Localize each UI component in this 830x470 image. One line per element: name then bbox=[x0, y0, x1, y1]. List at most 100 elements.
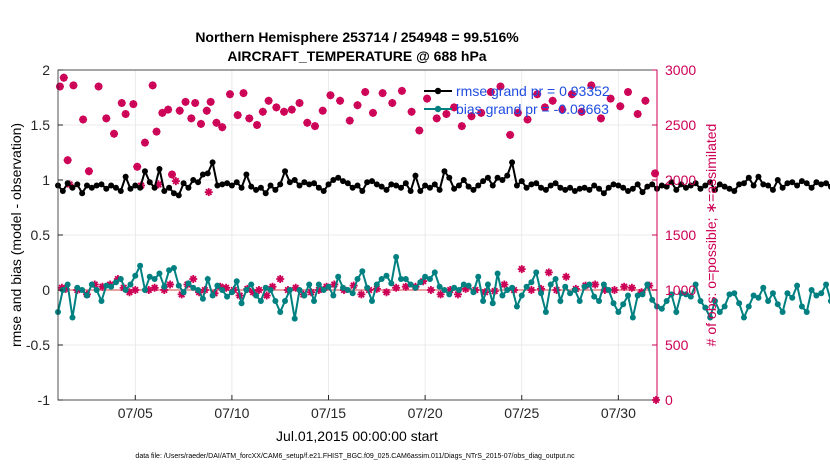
obs-assimilated-point bbox=[392, 283, 401, 292]
rmse-point bbox=[547, 182, 554, 189]
rmse-point bbox=[320, 188, 327, 194]
rmse-point bbox=[228, 182, 235, 189]
bias-point bbox=[151, 276, 158, 282]
obs-assimilated-point bbox=[272, 103, 281, 112]
bias-point bbox=[557, 298, 564, 304]
obs-assimilated-point bbox=[131, 286, 140, 294]
obs-assimilated-point bbox=[310, 122, 319, 131]
rmse-point bbox=[83, 182, 90, 189]
bias-point bbox=[798, 303, 805, 310]
obs-assimilated-point bbox=[59, 73, 68, 82]
obs-assimilated-point bbox=[164, 105, 173, 114]
bias-point bbox=[678, 290, 685, 297]
data-file-footer: data file: /Users/raeder/DAI/ATM_forcXX/… bbox=[135, 453, 575, 460]
bias-point bbox=[750, 292, 757, 299]
obs-assimilated-point bbox=[382, 288, 391, 297]
bias-point bbox=[451, 284, 458, 291]
obs-assimilated-point bbox=[129, 100, 138, 109]
rmse-point bbox=[760, 181, 767, 188]
rmse-point bbox=[499, 177, 506, 183]
rmse-point bbox=[658, 182, 665, 189]
obs-assimilated-point bbox=[527, 286, 536, 294]
rmse-point bbox=[209, 159, 216, 166]
rmse-point bbox=[591, 182, 598, 189]
rmse-point bbox=[663, 183, 670, 190]
bias-point bbox=[296, 287, 303, 293]
rmse-point bbox=[451, 185, 458, 192]
grid-lines bbox=[58, 69, 657, 401]
rmse-point bbox=[98, 181, 105, 188]
bias-point bbox=[426, 276, 433, 282]
rmse-point bbox=[707, 179, 714, 186]
obs-assimilated-point bbox=[249, 288, 258, 297]
bias-point bbox=[431, 269, 438, 276]
bias-point bbox=[480, 298, 487, 304]
rmse-point bbox=[509, 159, 516, 166]
rmse-point bbox=[170, 190, 177, 197]
rmse-point bbox=[132, 182, 139, 189]
obs-assimilated-point bbox=[600, 286, 609, 294]
bias-point bbox=[649, 296, 656, 303]
rmse-point bbox=[69, 184, 76, 191]
bias-point bbox=[813, 292, 820, 299]
rmse-point bbox=[480, 178, 487, 185]
bias-point bbox=[156, 270, 163, 277]
rmse-point bbox=[282, 168, 289, 175]
rmse-point bbox=[678, 181, 685, 188]
bias-point bbox=[533, 269, 540, 276]
rmse-point bbox=[354, 182, 361, 189]
rmse-point bbox=[161, 188, 168, 194]
rmse-point bbox=[112, 184, 119, 191]
rmse-point bbox=[794, 182, 801, 189]
bias-point bbox=[789, 294, 796, 301]
obs-assimilated-point bbox=[407, 107, 416, 116]
bias-point bbox=[823, 281, 830, 288]
bias-point bbox=[74, 284, 81, 291]
rmse-point bbox=[494, 174, 501, 181]
obs-assimilated-point bbox=[624, 88, 633, 96]
bias-point bbox=[663, 298, 670, 304]
rmse-point bbox=[644, 183, 651, 190]
obs-assimilated-point bbox=[264, 96, 273, 105]
bias-point bbox=[122, 287, 129, 293]
rmse-point bbox=[301, 179, 308, 186]
legend-rmse-marker bbox=[434, 87, 442, 95]
legend-bias-marker bbox=[434, 105, 442, 113]
y2-tick-label: 0 bbox=[665, 392, 673, 408]
rmse-point bbox=[373, 181, 380, 188]
rmse-point bbox=[682, 184, 689, 191]
bias-point bbox=[567, 290, 574, 297]
rmse-point bbox=[460, 177, 467, 183]
obs-assimilated-point bbox=[84, 167, 93, 176]
bias-point bbox=[267, 287, 274, 293]
bias-point bbox=[755, 294, 762, 301]
bias-point bbox=[286, 287, 293, 293]
y-tick-label: 0.5 bbox=[31, 227, 51, 243]
rmse-point bbox=[702, 182, 709, 189]
bias-point bbox=[397, 276, 404, 282]
rmse-point bbox=[199, 171, 206, 178]
rmse-point bbox=[465, 183, 472, 190]
rmse-point bbox=[779, 184, 786, 191]
rmse-point bbox=[127, 185, 134, 192]
bias-point bbox=[726, 291, 733, 298]
obs-assimilated-point bbox=[432, 114, 441, 123]
obs-assimilated-point bbox=[558, 105, 567, 114]
obs-assimilated-point bbox=[450, 103, 459, 112]
obs-assimilated-point bbox=[216, 282, 225, 291]
bias-point bbox=[88, 281, 95, 288]
bias-point bbox=[818, 290, 825, 297]
obs-assimilated-point bbox=[330, 280, 339, 289]
obs-assimilated-point bbox=[258, 107, 267, 116]
y-tick-label: -0.5 bbox=[26, 337, 50, 353]
rmse-point bbox=[769, 186, 776, 193]
bias-point bbox=[64, 281, 71, 288]
bias-point bbox=[528, 279, 535, 286]
obs-assimilated-point bbox=[500, 280, 509, 289]
obs-assimilated-point bbox=[144, 286, 153, 294]
rmse-point bbox=[818, 181, 825, 188]
rmse-point bbox=[233, 179, 240, 186]
rmse-point bbox=[823, 180, 830, 187]
bias-point bbox=[509, 284, 516, 291]
y2-tick-label: 1000 bbox=[665, 282, 696, 298]
